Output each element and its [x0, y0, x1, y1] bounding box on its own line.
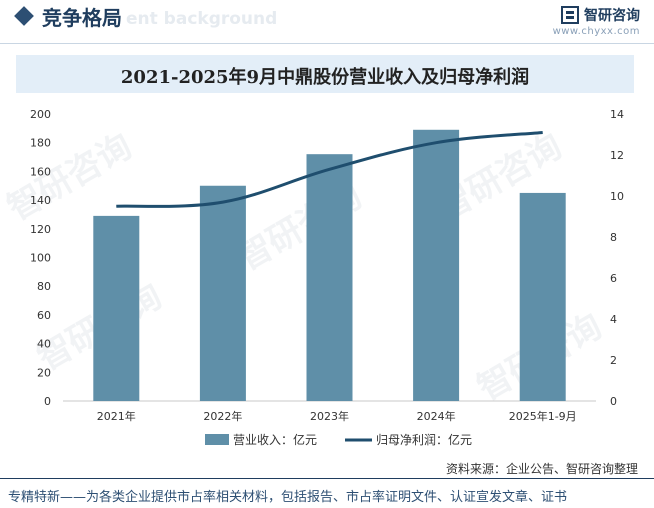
y-left-tick-label: 120: [30, 223, 51, 236]
brand-name: 智研咨询: [584, 7, 640, 24]
legend-label-net-profit: 归母净利润：亿元: [376, 432, 472, 447]
y-left-tick-label: 200: [30, 108, 51, 121]
brand: 智研咨询 www.chyxx.com: [553, 4, 640, 37]
source-note: 资料来源：企业公告、智研咨询整理: [445, 462, 638, 476]
bar: [93, 215, 140, 401]
header-divider: [0, 43, 654, 44]
header-bar: 竞争格局 ent background 智研咨询 www.chyxx.com: [0, 0, 654, 44]
x-tick-label: 2025年1-9月: [509, 409, 577, 423]
chart: 0 20 40 60 80 100 120 140 160 180 200 0 2 4 6 8 10 12 14 20…: [30, 108, 624, 447]
legend-swatch-revenue: [205, 434, 229, 445]
y-left-tick-label: 20: [37, 366, 51, 379]
brand-logo-icon: [560, 5, 579, 24]
diamond-icon: [14, 6, 34, 26]
bar: [519, 192, 566, 401]
bar: [413, 129, 460, 401]
section-title: 竞争格局: [42, 6, 122, 30]
y-left-tick-label: 100: [30, 252, 51, 265]
bar: [306, 154, 353, 401]
bar: [199, 185, 246, 401]
y-left-tick-label: 160: [30, 165, 51, 178]
y-right-tick-label: 8: [610, 231, 617, 244]
brand-url: www.chyxx.com: [552, 25, 640, 37]
footer-text: 专精特新——为各类企业提供市占率相关材料，包括报告、市占率证明文件、认证宣发文章…: [8, 490, 568, 505]
y-right-tick-label: 6: [610, 272, 617, 285]
y-right-tick-label: 14: [610, 108, 624, 121]
footer-divider: [0, 478, 654, 479]
y-left-tick-label: 140: [30, 194, 51, 207]
y-right-tick-label: 12: [610, 149, 624, 162]
y-left-tick-label: 60: [37, 309, 51, 322]
y-right-tick-label: 4: [610, 313, 617, 326]
ghost-background-text: ent background: [126, 9, 278, 29]
x-tick-label: 2021年: [97, 409, 136, 423]
x-tick-label: 2023年: [310, 409, 349, 423]
x-tick-label: 2022年: [203, 409, 242, 423]
footer: 专精特新——为各类企业提供市占率相关材料，包括报告、市占率证明文件、认证宣发文章…: [0, 481, 654, 508]
y-left-tick-label: 0: [44, 395, 51, 408]
chart-title-bar: 2021-2025年9月中鼎股份营业收入及归母净利润: [16, 55, 634, 93]
y-right-tick-label: 10: [610, 190, 624, 203]
y-left-tick-label: 80: [37, 280, 51, 293]
legend-label-revenue: 营业收入：亿元: [233, 432, 317, 447]
x-tick-label: 2024年: [417, 409, 456, 423]
y-right-tick-label: 2: [610, 354, 617, 367]
y-left-tick-label: 40: [37, 338, 51, 351]
y-left-tick-label: 180: [30, 137, 51, 150]
chart-title: 2021-2025年9月中鼎股份营业收入及归母净利润: [120, 67, 530, 88]
y-right-tick-label: 0: [610, 395, 617, 408]
